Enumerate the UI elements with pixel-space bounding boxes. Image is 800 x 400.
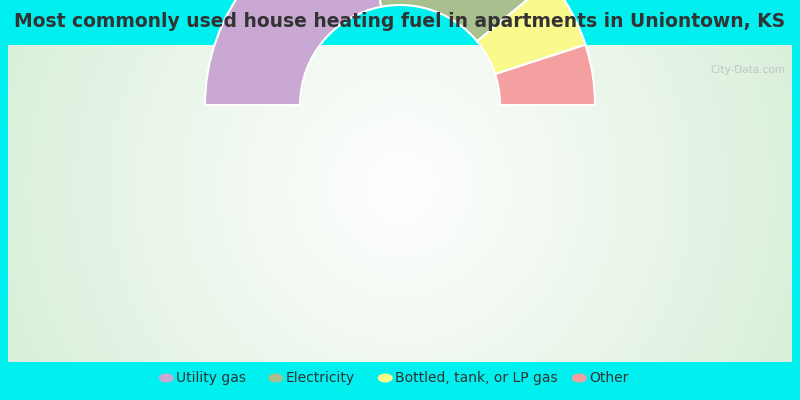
- Text: Bottled, tank, or LP gas: Bottled, tank, or LP gas: [395, 371, 558, 385]
- Ellipse shape: [158, 374, 174, 382]
- Ellipse shape: [268, 374, 283, 382]
- Wedge shape: [477, 0, 586, 74]
- Text: City-Data.com: City-Data.com: [710, 65, 785, 75]
- Text: Most commonly used house heating fuel in apartments in Uniontown, KS: Most commonly used house heating fuel in…: [14, 12, 786, 31]
- Text: Electricity: Electricity: [286, 371, 355, 385]
- Ellipse shape: [378, 374, 393, 382]
- Ellipse shape: [572, 374, 586, 382]
- Text: Other: Other: [590, 371, 629, 385]
- Text: Utility gas: Utility gas: [176, 371, 246, 385]
- Wedge shape: [495, 45, 595, 105]
- Wedge shape: [363, 0, 550, 41]
- Wedge shape: [205, 0, 382, 105]
